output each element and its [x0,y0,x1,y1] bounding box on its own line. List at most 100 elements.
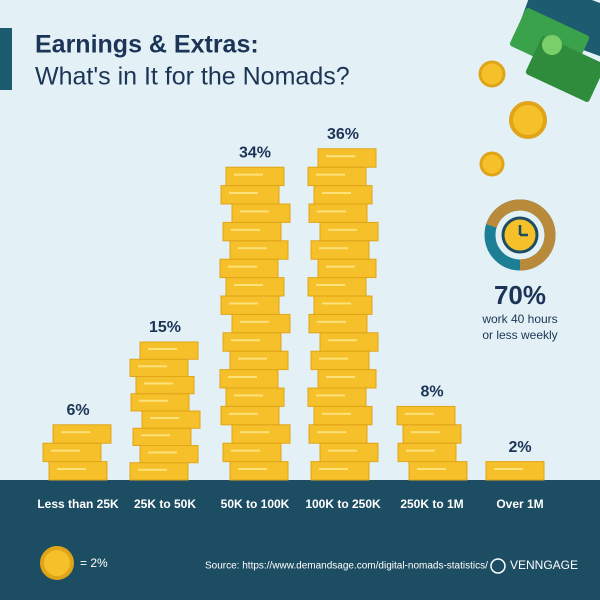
coin-shine [316,173,345,176]
coin-shine [405,412,434,415]
money-decoration [478,0,600,177]
accent-stripe [0,28,12,90]
coin [317,258,377,279]
coin [139,445,199,464]
coin-shine [138,468,167,471]
coin [402,424,462,444]
coin-shine [240,210,269,213]
coin-shine [317,320,346,323]
coin-shine [317,210,346,213]
coin-stack [219,166,291,481]
coin-stack [396,405,468,481]
legend-coin [40,546,74,580]
coin [396,405,456,426]
coin-shine [238,468,267,471]
coin [225,277,285,297]
coin [132,427,192,446]
coin-shine [234,284,263,287]
coin [225,387,285,407]
callout-value: 70% [494,280,546,310]
callout-arc [484,199,556,271]
x-tick-label: Less than 25K [37,497,119,511]
coin [130,393,190,412]
coin-shine [322,412,351,415]
source: Source: https://www.demandsage.com/digit… [205,561,488,572]
coin [313,185,373,205]
coin [485,461,545,481]
coin-shine [148,348,177,351]
coin [48,461,108,481]
coin-shine [229,302,258,305]
coin-shine [229,192,258,195]
coin [310,240,370,260]
coin-shine [326,265,355,268]
coin-shine [234,173,263,176]
chart-subtitle: What's in It for the Nomads? [35,63,350,91]
value-label: 8% [420,384,443,401]
footer-band [0,480,600,600]
value-label: 6% [66,402,89,419]
coin [231,313,291,334]
coin [308,424,368,444]
x-tick-label: 100K to 250K [305,497,381,511]
coin [229,240,289,260]
coin [317,148,377,168]
x-tick-label: 25K to 50K [134,497,196,511]
value-label: 2% [508,439,531,456]
coin [219,258,279,279]
coin [220,295,280,315]
coin [129,358,189,377]
coin [222,332,282,352]
coin-shine [231,339,260,342]
coin [52,424,112,444]
coin-shine [238,357,267,360]
brand-logo [490,558,506,574]
coin-shine [228,376,257,379]
coin-shine [326,155,355,158]
coin [220,405,280,426]
coin [397,442,457,463]
coin-shine [328,449,357,452]
x-tick-label: Over 1M [496,497,543,511]
coin [231,424,291,444]
coin-shine [319,357,348,360]
coin-shine [229,412,258,415]
coin [317,369,377,389]
coin-stack [42,424,112,481]
coin-shine [238,247,267,250]
coin-shine [417,468,446,471]
coin [231,203,291,223]
coin-shine [326,376,355,379]
coin-shine [240,320,269,323]
value-label: 36% [327,126,359,143]
coin-shine [231,449,260,452]
coin-shine [141,434,170,437]
coin [129,462,189,481]
coin [222,221,282,242]
coin-shine [494,468,523,471]
coin [229,350,289,371]
coin-shine [411,431,440,434]
coin [310,461,370,481]
callout: 70% work 40 hours or less weekly [481,199,558,342]
coin [225,166,285,187]
coin-shine [316,394,345,397]
plot: 6% Less than 25K 15% 25K to 50K 34% 50K to 10… [37,126,545,511]
brand: VENNGAGE [510,558,578,572]
coin-shine [316,284,345,287]
coin [219,369,279,389]
callout-text: or less weekly [482,328,557,342]
coin-shine [231,228,260,231]
coin [408,461,468,481]
coin [135,376,195,395]
coin-shine [51,449,80,452]
coin-shine [139,399,168,402]
coin [310,350,370,371]
value-label: 34% [239,144,271,161]
coin [307,166,367,187]
coin-shine [319,468,348,471]
coin-shine [240,431,269,434]
coin-shine [322,192,351,195]
coin-shine [328,228,357,231]
